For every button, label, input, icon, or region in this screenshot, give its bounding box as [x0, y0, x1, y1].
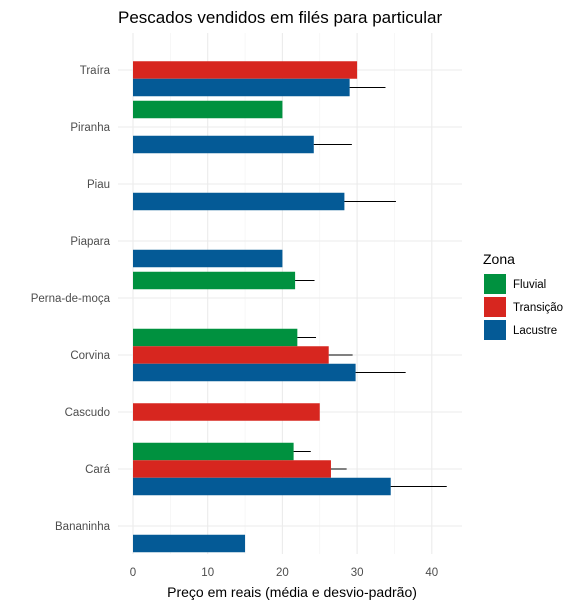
bar-Transição-Cará	[133, 460, 331, 478]
x-tick-label: 20	[276, 567, 289, 579]
bar-Lacustre-Bananinha	[133, 534, 246, 553]
legend-title: Zona	[483, 251, 515, 267]
legend-swatch-Fluvial	[484, 274, 506, 294]
x-axis-labels: 0 10 20 30 40	[130, 567, 438, 579]
y-axis-labels: Bananinha Cará Cascudo Corvina Perna-de-moça…	[31, 65, 111, 533]
bar-Transição-Traíra	[133, 61, 358, 79]
chart-title: Pescados vendidos em filés para particul…	[118, 8, 442, 27]
y-tick-label: Piranha	[70, 122, 110, 134]
bar-Fluvial-Corvina	[133, 328, 298, 347]
error-bars	[293, 87, 447, 487]
legend-label: Transição	[513, 302, 563, 314]
bar-Lacustre-Piranha	[133, 135, 314, 154]
bars	[133, 61, 391, 553]
y-tick-label: Perna-de-moça	[31, 293, 111, 305]
bar-Transição-Corvina	[133, 346, 329, 364]
x-tick-label: 30	[351, 567, 364, 579]
x-tick-label: 0	[130, 567, 136, 579]
bar-Fluvial-Perna-de-moça	[133, 271, 296, 290]
legend-swatch-Lacustre	[484, 320, 506, 340]
bar-Lacustre-Corvina	[133, 363, 356, 382]
y-tick-label: Bananinha	[55, 521, 111, 533]
bar-Transição-Cascudo	[133, 403, 320, 421]
bar-Lacustre-Piau	[133, 192, 345, 211]
x-axis-title: Preço em reais (média e desvio-padrão)	[167, 584, 417, 600]
x-tick-label: 40	[425, 567, 438, 579]
bar-Lacustre-Cará	[133, 477, 391, 496]
legend: Zona Fluvial Transição Lacustre	[483, 251, 563, 340]
legend-label: Lacustre	[513, 325, 557, 337]
bar-Fluvial-Piranha	[133, 100, 283, 119]
y-tick-label: Corvina	[70, 350, 110, 362]
y-tick-label: Traíra	[80, 65, 111, 77]
bar-Lacustre-Traíra	[133, 78, 350, 97]
y-tick-label: Cascudo	[65, 407, 110, 419]
bar-Fluvial-Cará	[133, 442, 294, 461]
legend-swatch-Transição	[484, 297, 506, 317]
y-tick-label: Piapara	[70, 236, 110, 248]
x-tick-label: 10	[201, 567, 214, 579]
y-tick-label: Cará	[85, 464, 111, 476]
y-tick-label: Piau	[87, 179, 110, 191]
legend-label: Fluvial	[513, 279, 546, 291]
bar-Lacustre-Piapara	[133, 249, 283, 268]
